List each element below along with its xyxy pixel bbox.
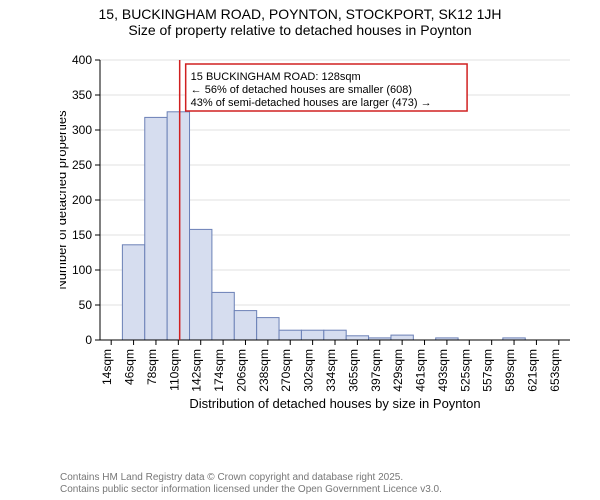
x-tick-label: 365sqm: [346, 349, 360, 392]
annotation-line: ← 56% of detached houses are smaller (60…: [191, 84, 412, 96]
histogram-bar: [145, 117, 167, 340]
x-tick-label: 589sqm: [503, 349, 517, 392]
x-tick-label: 110sqm: [167, 349, 181, 391]
y-tick-label: 350: [72, 88, 92, 102]
histogram-bar: [234, 311, 256, 340]
x-tick-label: 334sqm: [324, 349, 338, 392]
y-tick-label: 0: [85, 333, 92, 347]
x-tick-label: 78sqm: [145, 349, 159, 385]
x-tick-label: 270sqm: [279, 349, 293, 392]
chart-title-block: 15, BUCKINGHAM ROAD, POYNTON, STOCKPORT,…: [0, 0, 600, 38]
x-tick-label: 238sqm: [257, 349, 271, 392]
x-tick-label: 461sqm: [414, 349, 428, 392]
annotation-line: 15 BUCKINGHAM ROAD: 128sqm: [191, 71, 361, 83]
histogram-bar: [190, 229, 212, 340]
x-tick-label: 621sqm: [525, 349, 539, 392]
chart-title-main: 15, BUCKINGHAM ROAD, POYNTON, STOCKPORT,…: [0, 6, 600, 22]
histogram-bar: [167, 112, 189, 340]
histogram-bar: [122, 245, 144, 340]
y-tick-label: 400: [72, 53, 92, 67]
histogram-bar: [346, 336, 368, 340]
x-axis-label: Distribution of detached houses by size …: [189, 396, 480, 411]
histogram-bar: [257, 318, 279, 340]
annotation-line: 43% of semi-detached houses are larger (…: [191, 97, 432, 109]
y-tick-label: 100: [72, 263, 92, 277]
x-tick-label: 302sqm: [302, 349, 316, 392]
x-tick-label: 206sqm: [234, 349, 248, 392]
x-tick-label: 557sqm: [481, 349, 495, 392]
y-tick-label: 250: [72, 158, 92, 172]
x-tick-label: 46sqm: [123, 349, 137, 385]
x-tick-label: 653sqm: [548, 349, 562, 392]
histogram-bar: [279, 330, 301, 340]
x-tick-label: 493sqm: [436, 349, 450, 392]
y-tick-label: 150: [72, 228, 92, 242]
x-tick-label: 142sqm: [190, 349, 204, 392]
x-tick-label: 429sqm: [391, 349, 405, 392]
y-axis-label: Number of detached properties: [60, 110, 69, 290]
x-tick-label: 174sqm: [212, 349, 226, 392]
histogram-plot: 0 50 100 150 200 250 300 350 400 14sqm 46sqm 78sqm 1…: [60, 50, 580, 420]
x-tick-label: 14sqm: [100, 349, 114, 385]
histogram-bar: [212, 292, 234, 340]
histogram-bar: [324, 330, 346, 340]
x-tick-label: 397sqm: [369, 349, 383, 392]
footer-line-1: Contains HM Land Registry data © Crown c…: [60, 472, 442, 484]
y-tick-label: 300: [72, 123, 92, 137]
footer-line-2: Contains public sector information licen…: [60, 484, 442, 496]
histogram-bar: [301, 330, 323, 340]
y-tick-label: 50: [79, 298, 93, 312]
chart-title-sub: Size of property relative to detached ho…: [0, 22, 600, 38]
x-tick-label: 525sqm: [458, 349, 472, 392]
y-tick-label: 200: [72, 193, 92, 207]
footer-attribution: Contains HM Land Registry data © Crown c…: [60, 472, 442, 496]
histogram-bar: [391, 335, 413, 340]
